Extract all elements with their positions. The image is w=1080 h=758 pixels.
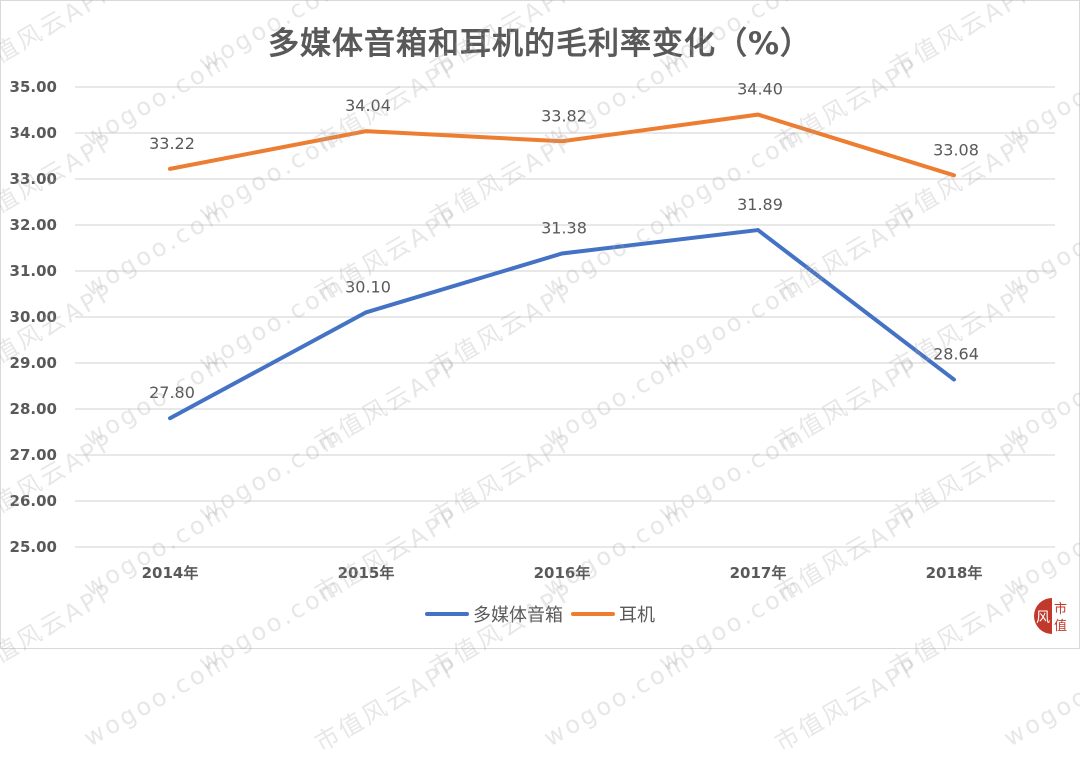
data-label: 31.89 — [737, 195, 783, 214]
y-tick-label: 26.00 — [10, 492, 57, 510]
y-tick-label: 25.00 — [10, 538, 57, 556]
y-tick-label: 29.00 — [10, 354, 57, 372]
legend-item-speaker[interactable]: 多媒体音箱 — [425, 601, 563, 627]
data-label: 30.10 — [345, 277, 391, 296]
gridlines — [75, 86, 1055, 548]
data-label: 31.38 — [541, 219, 587, 238]
legend-swatch-orange — [571, 612, 615, 616]
data-label: 34.40 — [737, 80, 783, 99]
legend-label-earphone: 耳机 — [619, 605, 655, 626]
watermark-text: 市值风云APP — [770, 651, 925, 758]
legend-item-earphone[interactable]: 耳机 — [571, 601, 655, 627]
legend-swatch-blue — [425, 612, 469, 616]
y-tick-label: 28.00 — [10, 400, 57, 418]
y-tick-label: 27.00 — [10, 446, 57, 464]
svg-text:风: 风 — [1036, 610, 1050, 626]
data-label: 27.80 — [149, 383, 195, 402]
data-label: 34.04 — [345, 96, 391, 115]
legend-label-speaker: 多媒体音箱 — [473, 605, 563, 626]
plot-area: 35.00 34.00 33.00 32.00 31.00 30.00 29.00 28.00… — [10, 78, 1055, 582]
data-label: 33.22 — [149, 134, 195, 153]
watermark-text: 市值风云APP — [0, 651, 5, 758]
y-tick-label: 34.00 — [10, 124, 57, 142]
watermark-text: wogoo.com — [539, 645, 696, 753]
y-tick-label: 31.00 — [10, 262, 57, 280]
x-tick-label: 2017年 — [730, 564, 787, 582]
y-tick-label: 32.00 — [10, 216, 57, 234]
series-line-1[interactable] — [168, 112, 956, 178]
svg-text:值: 值 — [1054, 618, 1067, 634]
data-label: 28.64 — [933, 345, 979, 364]
chart-title: 多媒体音箱和耳机的毛利率变化（%） — [267, 26, 813, 62]
y-tick-label: 35.00 — [10, 78, 57, 96]
x-tick-label: 2014年 — [142, 564, 199, 582]
watermark-text: wogoo.com — [79, 645, 236, 753]
data-label: 33.08 — [933, 140, 979, 159]
y-axis-ticks: 35.00 34.00 33.00 32.00 31.00 30.00 29.00 28.00… — [10, 78, 57, 556]
watermark-text: wogoo.com — [999, 645, 1080, 753]
brand-logo-icon: 风 市 值 — [1034, 598, 1067, 634]
x-axis-ticks: 2014年 2015年 2016年 2017年 2018年 — [142, 564, 983, 582]
x-tick-label: 2015年 — [338, 564, 395, 582]
x-tick-label: 2016年 — [534, 564, 591, 582]
y-tick-label: 30.00 — [10, 308, 57, 326]
data-label: 33.82 — [541, 106, 587, 125]
legend: 多媒体音箱 耳机 — [0, 601, 1080, 627]
data-labels: 27.80 30.10 31.38 31.89 28.64 33.22 34.04 33.82… — [149, 80, 979, 403]
watermark-text: 市值风云APP — [310, 651, 465, 758]
chart-frame — [0, 0, 1080, 649]
svg-text:市: 市 — [1054, 601, 1067, 617]
series-lines — [168, 112, 956, 421]
series-line-0[interactable] — [168, 227, 956, 421]
y-tick-label: 33.00 — [10, 170, 57, 188]
x-tick-label: 2018年 — [926, 564, 983, 582]
